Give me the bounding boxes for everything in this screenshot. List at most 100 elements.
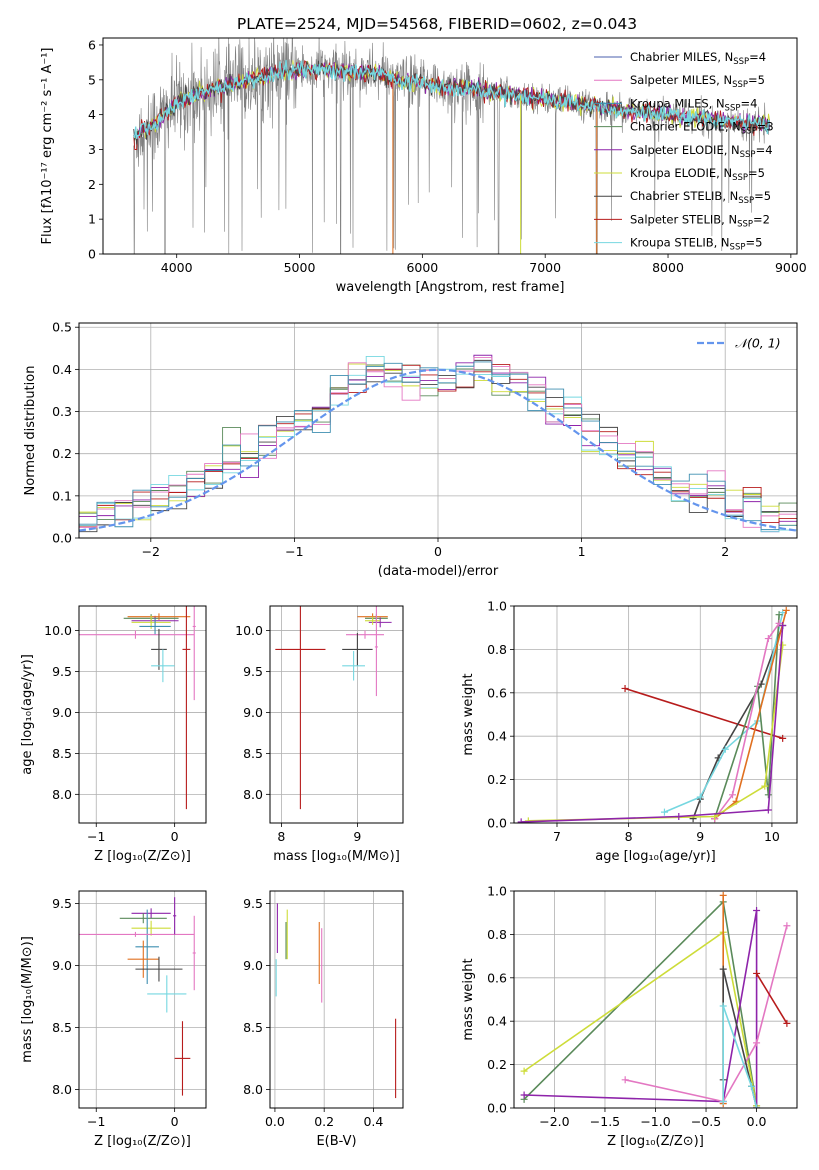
series-marker [748,1082,756,1090]
series-marker [660,808,668,816]
x-tick-label: 0 [171,1114,179,1129]
axes-frame [102,37,798,255]
grid [79,606,206,823]
y-tick-label: 10.0 [235,623,263,638]
y-tick-label: 0.8 [487,642,507,657]
legend-value: =4 [740,96,757,110]
series-line [524,910,758,1108]
axes-frame [269,890,404,1109]
y-tick-label: 1.0 [487,599,507,614]
y-tick-label: 8.0 [52,1082,72,1097]
legend-entry: Chabrier ELODIE, NSSP=3 [630,120,774,137]
x-tick-label: −2.0 [539,1114,569,1129]
series-line [713,614,780,819]
mass-vs-z-panel: −1 0 8.0 8.5 9.0 9.5 Z [log₁₀(Z/Z⊙)] mass [log₁… [20,890,207,1149]
series-marker [517,818,525,823]
axes-frame [78,890,207,1109]
mass-vs-ebv-panel: 0.0 0.2 0.4 8.0 8.5 9.0 9.5 E(B-V) [243,890,404,1149]
x-tick-label: 0 [434,544,442,559]
series-marker [775,611,783,619]
legend-text: Kroupa STELIB, N [630,236,730,250]
series-marker [783,1019,791,1027]
y-axis-label: Normed distribution [23,366,38,496]
plot-area [520,891,791,1108]
axes-frame [78,322,798,539]
y-tick-label: 0.1 [52,488,72,503]
axes-frame [513,605,798,824]
series-marker [764,791,772,799]
plot-area [79,354,797,538]
series-line [521,625,784,823]
legend: 𝒩(0, 1) [697,336,781,351]
x-tick-label: 0.2 [314,1114,334,1129]
series-marker [520,1091,528,1099]
legend-text: Chabrier MILES, N [630,50,733,64]
legend-value: =5 [748,73,765,87]
y-tick-label: 9.0 [52,705,72,720]
legend-entry: Kroupa STELIB, NSSP=5 [630,236,762,253]
axes-frame [269,605,404,824]
series-marker [779,622,787,630]
y-tick-label: 10.0 [44,623,72,638]
x-tick-label: 10 [764,829,780,844]
x-axis-label: age [log₁₀(age/yr)] [595,849,716,864]
legend: Chabrier MILES, N SSP =4 Salpeter MILES, N S… [594,50,774,253]
legend-sub: SSP [730,243,746,253]
series-marker [783,922,791,930]
series-marker [753,1104,761,1108]
y-tick-label: 8.5 [243,746,263,761]
x-tick-label: 8 [625,829,633,844]
x-axis-label: wavelength [Angstrom, rest frame] [336,280,565,295]
plot-area [275,903,397,1099]
legend-entry: Salpeter ELODIE, NSSP=4 [630,143,773,160]
y-tick-label: 8.5 [52,1020,72,1035]
y-tick-label: 9.0 [243,958,263,973]
y-tick-label: 0.3 [52,404,72,419]
grid [79,891,206,1108]
legend-entry: Kroupa ELODIE, NSSP=5 [630,166,765,183]
y-axis-label: Flux [fλ10⁻¹⁷ erg cm⁻² s⁻¹ A⁻¹] [40,48,55,245]
legend-value: =2 [753,212,770,226]
x-tick-label: −1.5 [590,1114,620,1129]
plot-area [79,606,196,810]
series-marker [779,641,787,649]
x-axis-label: (data-model)/error [378,564,499,579]
series-line [722,1005,758,1108]
plot-area [517,606,790,823]
series-marker [719,891,727,899]
legend-text: Kroupa MILES, N [630,96,725,110]
grid [270,606,403,823]
residuals-panel: −2 −1 0 1 2 0.0 0.1 0.2 0.3 0.4 0.5 (data-model)/er… [23,320,798,579]
x-tick-label: 8000 [652,260,684,275]
series-marker [721,745,729,753]
x-axis-label: Z [log₁₀(Z/Z⊙)] [607,1134,704,1149]
massweight-vs-age-panel: 7 8 9 10 0.0 0.2 0.4 0.6 0.8 1.0 age [log₁₀(age/yr… [461,599,798,864]
x-tick-label: 7000 [529,260,561,275]
series-marker [764,635,772,643]
x-tick-label: −1 [87,829,105,844]
y-tick-label: 0 [88,247,96,262]
legend-entry: Kroupa MILES, NSSP=4 [630,96,757,113]
y-tick-label: 8.0 [243,787,263,802]
y-tick-label: 0.2 [52,446,72,461]
axes-frame [513,890,798,1109]
legend-text: Salpeter STELIB, N [630,212,737,226]
x-tick-label: 0.0 [265,1114,285,1129]
spectrum-panel: 4000 5000 6000 7000 8000 9000 0 1 2 3 4 5 6 wavelengt… [40,37,807,295]
legend-sub: SSP [740,150,756,160]
y-tick-label: 0.4 [487,1014,507,1029]
series-marker [779,734,787,742]
plot-area [133,38,771,254]
series-marker [675,812,683,820]
series-marker [719,965,727,973]
legend-text: Salpeter MILES, N [630,73,732,87]
plot-area [275,606,392,810]
x-tick-label: 6000 [406,260,438,275]
x-tick-label: −0.5 [691,1114,721,1129]
y-tick-label: 0.6 [487,970,507,985]
age-vs-z-panel: −1 0 8.0 8.5 9.0 9.5 10.0 Z [log₁₀(Z/Z⊙)] age [l… [20,605,207,864]
y-tick-label: 4 [88,107,96,122]
x-tick-label: 2 [721,544,729,559]
legend-entry: 𝒩(0, 1) [735,336,781,351]
